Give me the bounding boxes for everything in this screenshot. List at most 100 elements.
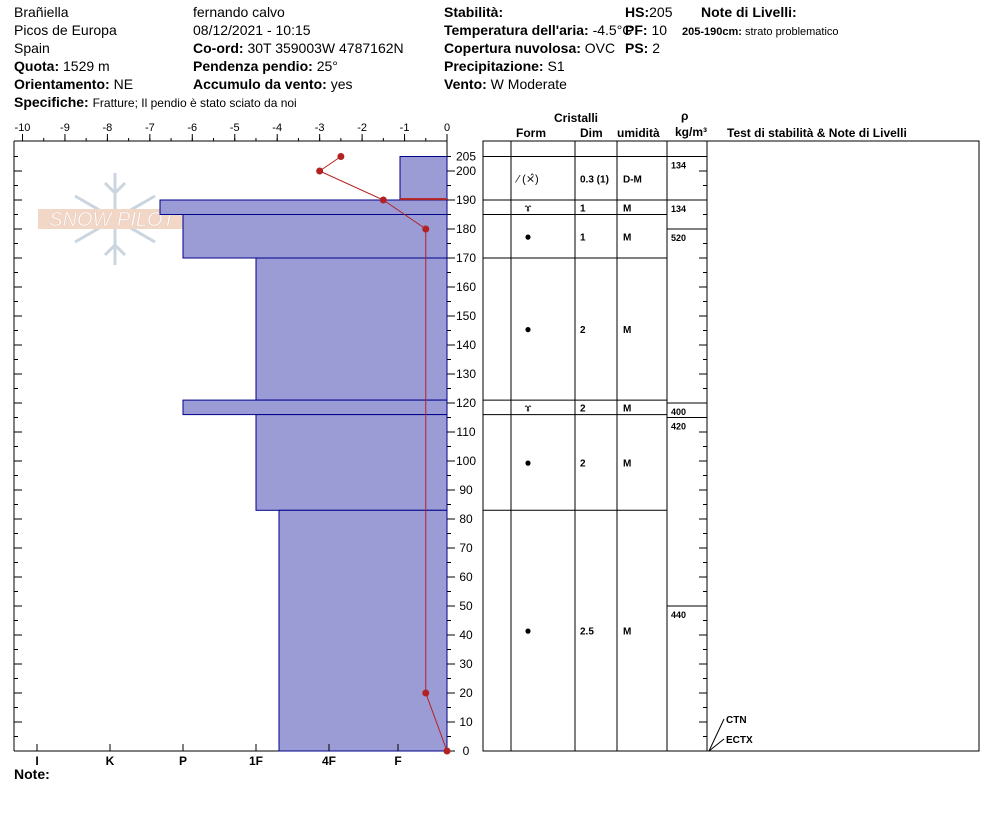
specifiche-label: Specifiche: xyxy=(14,94,89,110)
density-value: 520 xyxy=(671,233,686,243)
temp-tick-label: -7 xyxy=(145,122,155,134)
datetime: 08/12/2021 - 10:15 xyxy=(193,22,311,38)
col-rho: ρ xyxy=(681,109,689,123)
test-leader xyxy=(708,738,725,752)
temp-value: -4.5°C xyxy=(592,22,633,38)
orientamento: Orientamento: NE xyxy=(14,76,133,92)
watermark-band xyxy=(38,209,188,229)
temperatura: Temperatura dell'aria: -4.5°C xyxy=(444,22,632,38)
hs: HS:205 xyxy=(625,4,672,20)
quota-label: Quota: xyxy=(14,58,60,74)
height-tick-label: 140 xyxy=(456,338,476,352)
coord: Co-ord: 30T 359003W 4787162N xyxy=(193,40,404,56)
hardness-bar xyxy=(159,199,448,215)
temperature-point xyxy=(316,167,324,175)
layer-dim: 2.5 xyxy=(580,627,594,638)
temperature-point xyxy=(422,225,430,233)
accumulo: Accumulo da vento: yes xyxy=(193,76,352,92)
col-form: Form xyxy=(516,126,546,140)
col-tests: Test di stabilità & Note di Livelli xyxy=(727,126,907,140)
temp-tick-label: -5 xyxy=(230,122,240,134)
test-leader xyxy=(708,718,725,752)
height-tick-label: 90 xyxy=(459,483,473,497)
layer-dim: 2 xyxy=(580,458,586,469)
hardness-tick-label: F xyxy=(394,754,401,768)
height-tick-label: 160 xyxy=(456,280,476,294)
hardness-tick-label: K xyxy=(106,754,115,768)
copertura-label: Copertura nuvolosa: xyxy=(444,40,581,56)
layer-form: ● xyxy=(524,229,531,243)
temp-tick-label: -1 xyxy=(400,122,410,134)
stabilita-label: Stabilità: xyxy=(444,4,504,20)
pf: PF: 10 xyxy=(625,22,667,38)
temp-tick-label: -2 xyxy=(357,122,367,134)
stability-test-label: ECTX xyxy=(726,735,753,746)
vento-value: W Moderate xyxy=(490,76,567,92)
height-tick-label: 50 xyxy=(459,599,473,613)
note-livelli-range: 205-190cm: xyxy=(682,26,742,38)
height-tick-label: 40 xyxy=(459,628,473,642)
temp-tick-label: -8 xyxy=(103,122,113,134)
hardness-bar xyxy=(255,414,448,511)
layer-dim: 2 xyxy=(580,403,586,414)
layer-umidita: M xyxy=(623,203,631,214)
layer-table-panel: ⁄ (⨯̂) 0.3 (1) D-M ɤ 1 M ● 1 M ● 2 Mɤ 2 M ● 2 M ● 2.5 M 134 1… xyxy=(482,140,980,752)
height-tick-label: 100 xyxy=(456,454,476,468)
density-value: 440 xyxy=(671,610,686,620)
copertura-value: OVC xyxy=(584,40,616,56)
hs-label: HS: xyxy=(625,4,650,20)
height-tick-label: 190 xyxy=(456,193,476,207)
temperature-point xyxy=(337,153,345,160)
col-umidita: umidità xyxy=(617,126,660,140)
temp-tick-label: -10 xyxy=(15,122,31,134)
layer-form: ɤ xyxy=(525,402,532,414)
vento-label: Vento: xyxy=(444,76,487,92)
layer-umidita: D-M xyxy=(623,174,642,185)
ps-value: 2 xyxy=(652,40,661,56)
height-tick-label: 120 xyxy=(456,396,476,410)
hardness-bar xyxy=(182,399,448,416)
table-frame xyxy=(482,140,980,752)
layer-umidita: M xyxy=(623,458,631,469)
hs-value: 205 xyxy=(649,4,673,20)
stability-test-label: CTN xyxy=(726,715,747,726)
density-value: 134 xyxy=(671,161,686,171)
hardness-tick-label: I xyxy=(35,754,38,768)
layer-dim: 0.3 (1) xyxy=(580,174,609,185)
note-livelli-label: Note di Livelli: xyxy=(701,4,797,20)
density-value: 134 xyxy=(671,204,686,214)
hardness-tick-label: 1F xyxy=(249,754,263,768)
copertura: Copertura nuvolosa: OVC xyxy=(444,40,615,56)
watermark-text: SNOW PILOT xyxy=(49,209,176,231)
height-tick-label: 170 xyxy=(456,251,476,265)
height-tick-label: 205 xyxy=(456,150,476,164)
note-livelli: 205-190cm: strato problematico xyxy=(682,24,839,40)
quota-value: 1529 m xyxy=(63,58,110,74)
note-label: Note: xyxy=(14,766,50,782)
temp-label: Temperatura dell'aria: xyxy=(444,22,589,38)
hardness-bar xyxy=(278,509,448,752)
ps-label: PS: xyxy=(625,40,649,56)
hardness-tick-label: P xyxy=(179,754,187,768)
pf-label: PF: xyxy=(625,22,648,38)
quota: Quota: 1529 m xyxy=(14,58,110,74)
temperature-point xyxy=(422,689,430,697)
temp-tick-label: -3 xyxy=(315,122,325,134)
height-tick-label: 110 xyxy=(456,425,475,439)
col-rho-unit: kg/m³ xyxy=(675,125,708,139)
accumulo-label: Accumulo da vento: xyxy=(193,76,327,92)
precip-label: Precipitazione: xyxy=(444,58,544,74)
temp-tick-label: -6 xyxy=(187,122,197,134)
pendenza-label: Pendenza pendio: xyxy=(193,58,313,74)
temp-tick-label: -9 xyxy=(60,122,70,134)
layer-dim: 1 xyxy=(580,203,586,214)
layer-dim: 2 xyxy=(580,325,586,336)
height-tick-label: 10 xyxy=(459,715,473,729)
layer-umidita: M xyxy=(623,627,631,638)
ps: PS: 2 xyxy=(625,40,660,56)
hardness-bar xyxy=(182,214,448,259)
col-cristalli: Cristalli xyxy=(554,111,599,125)
col-dim: Dim xyxy=(580,126,603,140)
pf-value: 10 xyxy=(651,22,668,38)
layer-umidita: M xyxy=(623,232,631,243)
